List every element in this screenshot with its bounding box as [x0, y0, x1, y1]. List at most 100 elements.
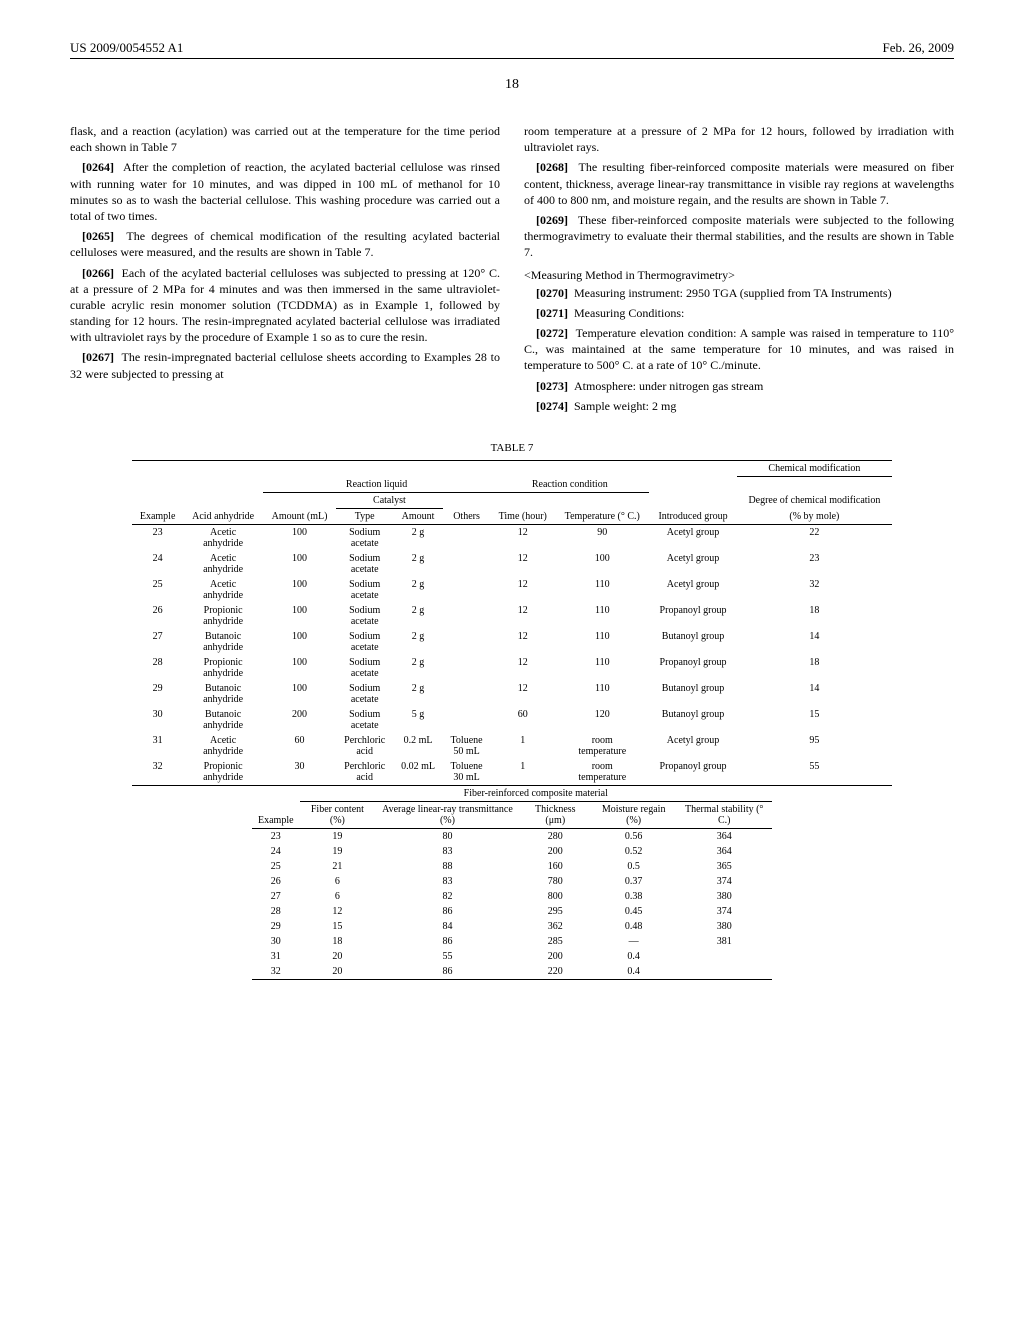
table-cell: 110: [555, 577, 649, 603]
section-heading: <Measuring Method in Thermogravimetry>: [524, 267, 954, 283]
table-cell: 95: [737, 733, 892, 759]
table-cell: 0.02 mL: [393, 759, 442, 786]
table-cell: 19: [300, 828, 376, 844]
table-cell: 25: [132, 577, 183, 603]
table-row: 2915843620.48380: [252, 919, 772, 934]
table-cell: 6: [300, 889, 376, 904]
table-cell: 280: [520, 828, 591, 844]
table-row: 26Propionicanhydride100Sodiumacetate2 g1…: [132, 603, 892, 629]
table-cell: 28: [132, 655, 183, 681]
table-row: 28Propionicanhydride100Sodiumacetate2 g1…: [132, 655, 892, 681]
table-cell: [443, 655, 491, 681]
table-cell: Acetyl group: [649, 577, 737, 603]
table-cell: 18: [737, 603, 892, 629]
patent-date: Feb. 26, 2009: [883, 40, 955, 56]
table-row: 25Aceticanhydride100Sodiumacetate2 g1211…: [132, 577, 892, 603]
table-cell: Sodiumacetate: [336, 629, 393, 655]
table-cell: Aceticanhydride: [183, 577, 263, 603]
para-num: [0267]: [82, 350, 114, 364]
table-row: 23Aceticanhydride100Sodiumacetate2 g1290…: [132, 524, 892, 551]
table-cell: Butanoyl group: [649, 681, 737, 707]
table-cell: 0.5: [591, 859, 677, 874]
para-0272: [0272] Temperature elevation condition: …: [524, 325, 954, 374]
table-label: TABLE 7: [70, 442, 954, 454]
table-cell: 12: [490, 655, 555, 681]
table-cell: 14: [737, 629, 892, 655]
table-cell: Propionicanhydride: [183, 759, 263, 786]
col-group-chemmod: Chemical modification: [737, 461, 892, 477]
table-cell: 100: [263, 629, 336, 655]
col-group-catalyst: Catalyst: [336, 492, 443, 508]
table-cell: Acetyl group: [649, 733, 737, 759]
para-num: [0268]: [536, 160, 568, 174]
table-cell: Perchloricacid: [336, 733, 393, 759]
left-column: flask, and a reaction (acylation) was ca…: [70, 123, 500, 418]
table-cell: 12: [300, 904, 376, 919]
col-cat-type: Type: [336, 508, 393, 524]
table-cell: 32: [132, 759, 183, 786]
page-number: 18: [70, 77, 954, 93]
table-cell: 18: [737, 655, 892, 681]
table-cell: Toluene30 mL: [443, 759, 491, 786]
table-cell: 0.45: [591, 904, 677, 919]
para-text: Measuring Conditions:: [574, 306, 684, 320]
table-cell: Propanoyl group: [649, 759, 737, 786]
para-text: After the completion of reaction, the ac…: [70, 160, 500, 223]
table-cell: 0.52: [591, 844, 677, 859]
table-cell: 23: [252, 828, 300, 844]
table-cell: 30: [132, 707, 183, 733]
table-cell: 12: [490, 603, 555, 629]
para-0268: [0268] The resulting fiber-reinforced co…: [524, 159, 954, 208]
table-cell: 0.48: [591, 919, 677, 934]
table7-part2: Fiber-reinforced composite material Exam…: [252, 786, 772, 980]
table-cell: 86: [375, 934, 519, 949]
table-cell: Sodiumacetate: [336, 524, 393, 551]
col-time: Time (hour): [490, 492, 555, 524]
table-row: 2521881600.5365: [252, 859, 772, 874]
table-cell: 0.38: [591, 889, 677, 904]
table-cell: Sodiumacetate: [336, 577, 393, 603]
table-cell: 30: [263, 759, 336, 786]
table-row: 27Butanoicanhydride100Sodiumacetate2 g12…: [132, 629, 892, 655]
table-cell: 80: [375, 828, 519, 844]
table-cell: Sodiumacetate: [336, 681, 393, 707]
col-cat-amt: Amount: [393, 508, 442, 524]
table-cell: 365: [676, 859, 772, 874]
table-cell: 15: [737, 707, 892, 733]
para-0269: [0269] These fiber-reinforced composite …: [524, 212, 954, 261]
para-0265: [0265] The degrees of chemical modificat…: [70, 228, 500, 260]
table-cell: 60: [263, 733, 336, 759]
col-group-reaction-cond: Reaction condition: [490, 477, 649, 493]
table-cell: 86: [375, 964, 519, 980]
para-text: Atmosphere: under nitrogen gas stream: [574, 379, 763, 393]
para-0266: [0266] Each of the acylated bacterial ce…: [70, 265, 500, 346]
table-cell: Perchloricacid: [336, 759, 393, 786]
table-cell: 86: [375, 904, 519, 919]
table-cell: 0.4: [591, 949, 677, 964]
table-cell: 381: [676, 934, 772, 949]
table-cell: 800: [520, 889, 591, 904]
table-cell: 25: [252, 859, 300, 874]
table-cell: 28: [252, 904, 300, 919]
para-num: [0272]: [536, 326, 568, 340]
table-cell: 1: [490, 759, 555, 786]
table-cell: Propanoyl group: [649, 603, 737, 629]
table-cell: 84: [375, 919, 519, 934]
table-cell: 100: [263, 603, 336, 629]
para-0270: [0270] Measuring instrument: 2950 TGA (s…: [524, 285, 954, 301]
table-cell: Propionicanhydride: [183, 655, 263, 681]
table-cell: 364: [676, 828, 772, 844]
page-header: US 2009/0054552 A1 Feb. 26, 2009: [70, 40, 954, 59]
col-degree-head: Degree of chemical modification: [737, 477, 892, 509]
table-cell: 2 g: [393, 551, 442, 577]
table-cell: 5 g: [393, 707, 442, 733]
table-row: 24Aceticanhydride100Sodiumacetate2 g1210…: [132, 551, 892, 577]
para-num: [0271]: [536, 306, 568, 320]
para-num: [0265]: [82, 229, 114, 243]
col-temperature: Temperature (° C.): [555, 492, 649, 524]
table-cell: Butanoicanhydride: [183, 707, 263, 733]
col-group-reaction-liquid: Reaction liquid: [263, 477, 490, 493]
table-cell: 12: [490, 629, 555, 655]
table-cell: 60: [490, 707, 555, 733]
table-row: 29Butanoicanhydride100Sodiumacetate2 g12…: [132, 681, 892, 707]
